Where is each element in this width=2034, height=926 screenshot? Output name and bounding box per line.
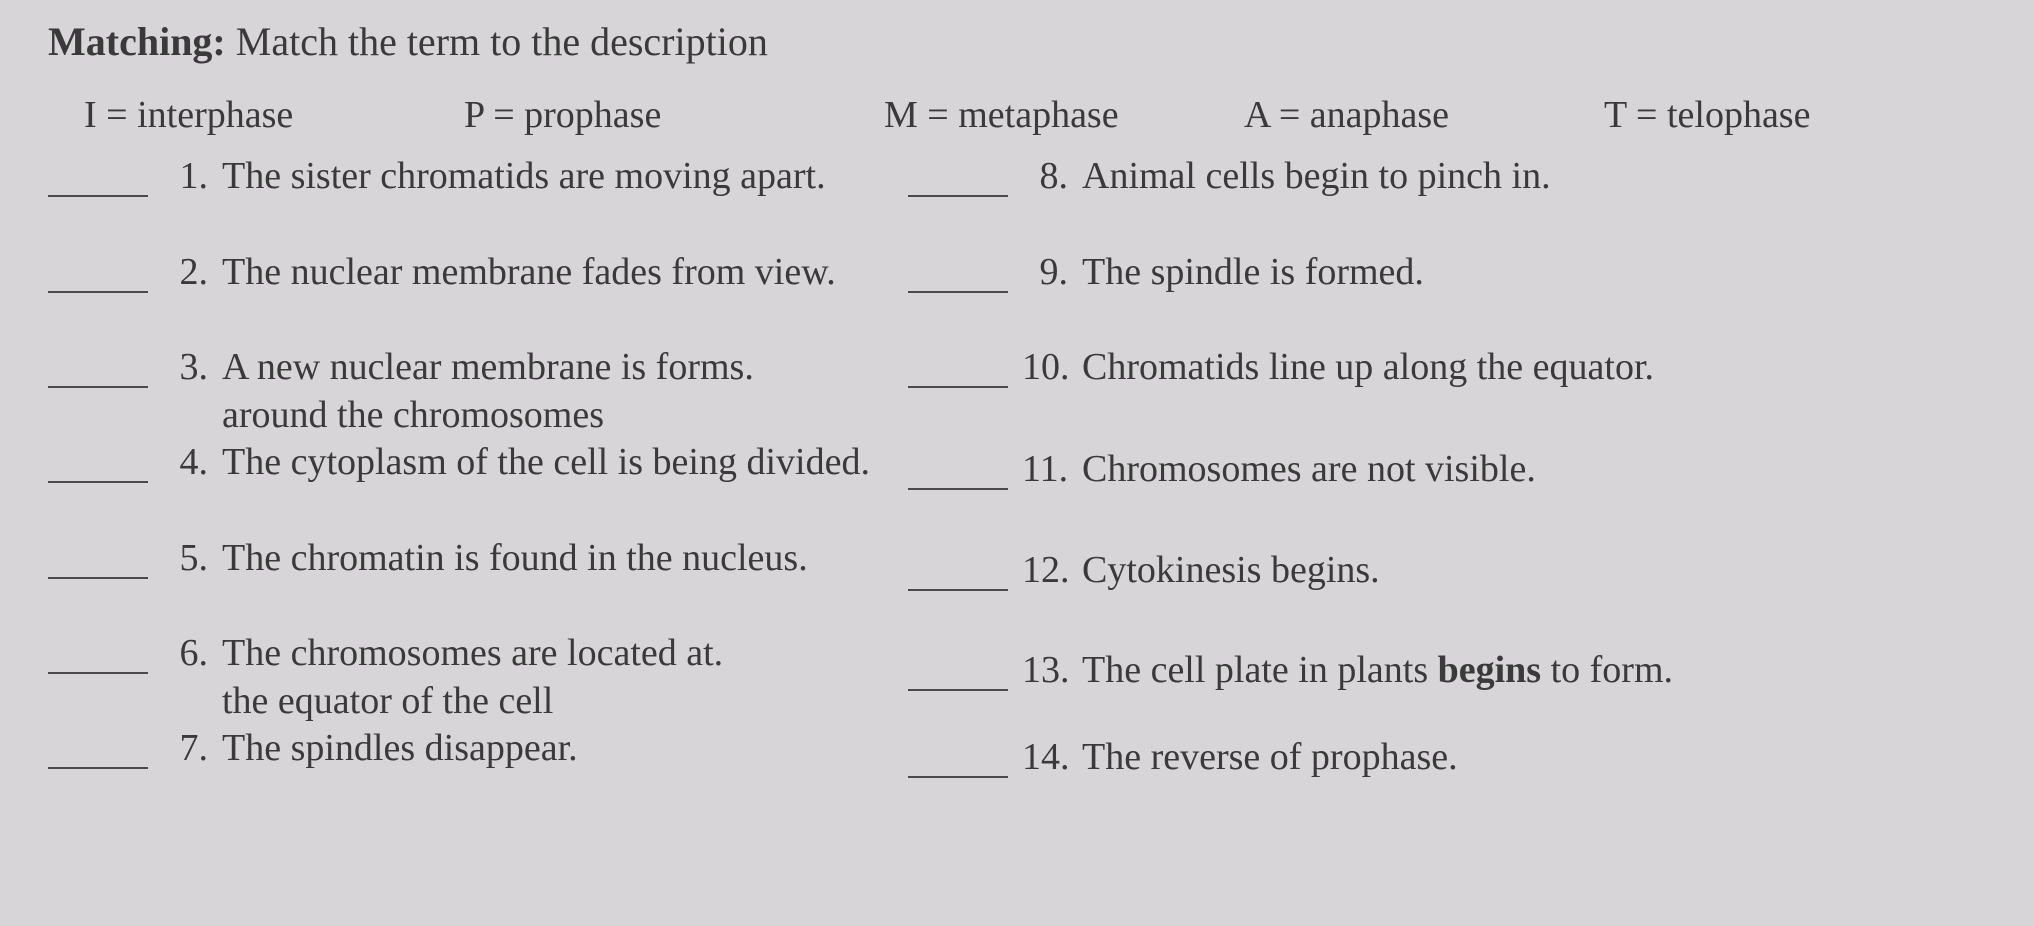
question-13: 13. The cell plate in plants begins to f…: [908, 647, 1888, 695]
question-number: 10.: [1022, 344, 1082, 392]
question-text: The chromosomes are located at.: [222, 630, 878, 678]
question-text: The chromatin is found in the nucleus.: [222, 535, 878, 583]
question-2: 2. The nuclear membrane fades from view.: [48, 249, 878, 297]
question-14: 14. The reverse of prophase.: [908, 734, 1888, 782]
worksheet-page: Matching: Match the term to the descript…: [0, 0, 2034, 782]
left-column: 1. The sister chromatids are moving apar…: [48, 153, 878, 782]
question-text: The reverse of prophase.: [1082, 734, 1888, 782]
question-7: 7. The spindles disappear.: [48, 725, 878, 773]
question-1: 1. The sister chromatids are moving apar…: [48, 153, 878, 201]
question-4: 4. The cytoplasm of the cell is being di…: [48, 439, 878, 487]
question-3-continuation: around the chromosomes: [222, 392, 878, 440]
question-number: 1.: [162, 153, 222, 201]
answer-blank[interactable]: [908, 555, 1008, 591]
question-8: 8. Animal cells begin to pinch in.: [908, 153, 1888, 201]
columns: 1. The sister chromatids are moving apar…: [48, 153, 1986, 782]
question-text: Animal cells begin to pinch in.: [1082, 153, 1888, 201]
right-column: 8. Animal cells begin to pinch in. 9. Th…: [908, 153, 1888, 782]
answer-blank[interactable]: [908, 454, 1008, 490]
answer-blank[interactable]: [908, 655, 1008, 691]
answer-blank[interactable]: [908, 742, 1008, 778]
question-text: The nuclear membrane fades from view.: [222, 249, 878, 297]
question-3: 3. A new nuclear membrane is forms.: [48, 344, 878, 392]
question-11: 11. Chromosomes are not visible.: [908, 446, 1888, 494]
question-number: 7.: [162, 725, 222, 773]
answer-blank[interactable]: [908, 352, 1008, 388]
question-number: 12.: [1022, 547, 1082, 595]
question-6-continuation: the equator of the cell: [222, 678, 878, 726]
question-number: 5.: [162, 535, 222, 583]
question-number: 9.: [1022, 249, 1082, 297]
question-text: The cell plate in plants begins to form.: [1082, 647, 1888, 695]
heading-bold: Matching:: [48, 19, 226, 64]
key-anaphase: A = anaphase: [1244, 93, 1604, 137]
answer-blank[interactable]: [908, 257, 1008, 293]
question-number: 6.: [162, 630, 222, 678]
question-number: 11.: [1022, 446, 1082, 494]
question-text: A new nuclear membrane is forms.: [222, 344, 878, 392]
key-prophase: P = prophase: [464, 93, 884, 137]
section-heading: Matching: Match the term to the descript…: [48, 18, 1986, 65]
question-text: The spindle is formed.: [1082, 249, 1888, 297]
question-text: Chromosomes are not visible.: [1082, 446, 1888, 494]
question-text-post: to form.: [1541, 649, 1673, 691]
heading-rest: Match the term to the description: [236, 19, 768, 64]
question-10: 10. Chromatids line up along the equator…: [908, 344, 1888, 392]
question-5: 5. The chromatin is found in the nucleus…: [48, 535, 878, 583]
question-number: 3.: [162, 344, 222, 392]
key-telophase: T = telophase: [1604, 93, 1864, 137]
question-text-bold: begins: [1438, 649, 1541, 691]
question-number: 2.: [162, 249, 222, 297]
question-number: 4.: [162, 439, 222, 487]
key-interphase: I = interphase: [84, 93, 464, 137]
question-text-pre: The cell plate in plants: [1082, 649, 1438, 691]
question-number: 8.: [1022, 153, 1082, 201]
question-number: 14.: [1022, 734, 1082, 782]
question-text: The cytoplasm of the cell is being divid…: [222, 439, 878, 487]
answer-blank[interactable]: [48, 543, 148, 579]
question-9: 9. The spindle is formed.: [908, 249, 1888, 297]
answer-key-row: I = interphase P = prophase M = metaphas…: [84, 93, 1986, 137]
answer-blank[interactable]: [48, 352, 148, 388]
answer-blank[interactable]: [48, 638, 148, 674]
question-6: 6. The chromosomes are located at.: [48, 630, 878, 678]
answer-blank[interactable]: [908, 161, 1008, 197]
answer-blank[interactable]: [48, 257, 148, 293]
answer-blank[interactable]: [48, 733, 148, 769]
question-text: Chromatids line up along the equator.: [1082, 344, 1888, 392]
question-12: 12. Cytokinesis begins.: [908, 547, 1888, 595]
question-number: 13.: [1022, 647, 1082, 695]
answer-blank[interactable]: [48, 447, 148, 483]
question-text: The spindles disappear.: [222, 725, 878, 773]
answer-blank[interactable]: [48, 161, 148, 197]
key-metaphase: M = metaphase: [884, 93, 1244, 137]
question-text: The sister chromatids are moving apart.: [222, 153, 878, 201]
question-text: Cytokinesis begins.: [1082, 547, 1888, 595]
